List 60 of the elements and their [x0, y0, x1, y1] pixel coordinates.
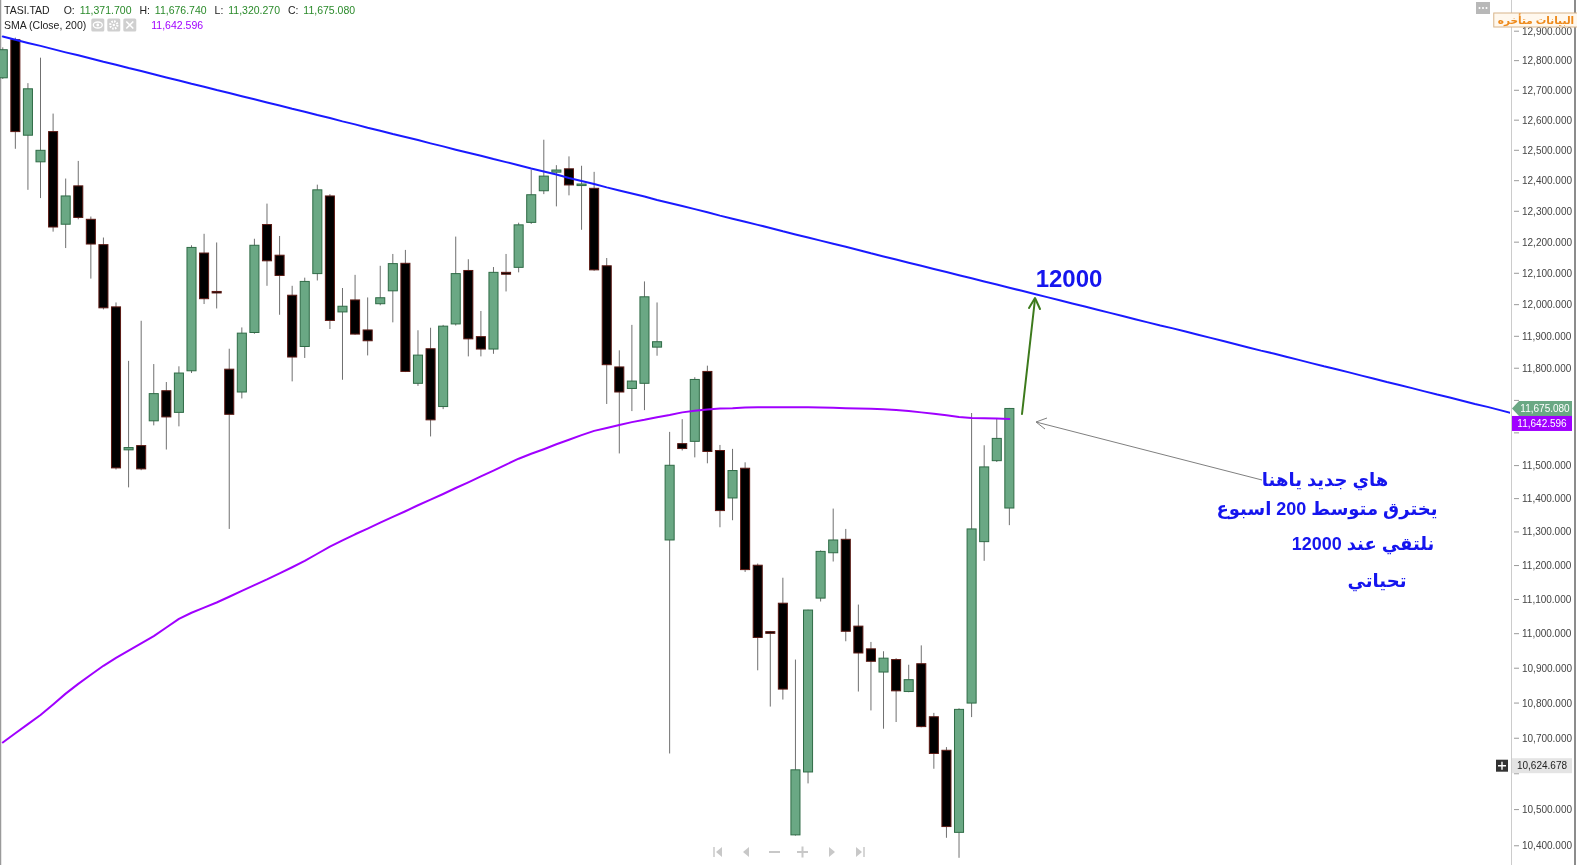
y-tick-label: 11,200.000	[1522, 560, 1572, 572]
candlestick	[136, 320, 147, 471]
y-tick-label: 11,800.000	[1522, 362, 1572, 374]
annotation: 10,624.678	[1516, 760, 1568, 772]
y-tick-label: 12,400.000	[1522, 175, 1573, 187]
chart-subtitle: O: 11,371.700 H: 11,676.740 L: 11,320.270 C: 11,675.080	[63, 4, 356, 16]
candlestick	[652, 301, 663, 357]
candlestick	[362, 296, 373, 356]
y-tick-label: 11,100.000	[1522, 593, 1572, 605]
y-tick-label: 11,000.000	[1522, 628, 1572, 640]
y-tick-label: 10,900.000	[1522, 662, 1573, 674]
candlestick	[475, 310, 486, 357]
y-tick-label: 12,800.000	[1522, 55, 1573, 67]
candlestick	[538, 139, 549, 195]
y-tick-label: 11,400.000	[1522, 493, 1572, 505]
y-tick-label: 11,300.000	[1522, 526, 1572, 538]
y-tick-label: 12,600.000	[1522, 114, 1573, 126]
candlestick	[828, 508, 839, 562]
annotation: 11,642.596	[151, 19, 204, 31]
candlestick	[576, 165, 587, 231]
y-tick-label: 12,000.000	[1522, 299, 1573, 311]
annotation: 11,642.596	[1517, 417, 1568, 429]
y-tick-label: 10,800.000	[1522, 697, 1573, 709]
annotation: يخترق متوسط 200 اسبوع	[1216, 499, 1438, 520]
candlestick	[865, 641, 876, 711]
y-tick-label: 12,700.000	[1522, 84, 1573, 96]
candlestick	[563, 155, 574, 196]
y-tick-label: 11,900.000	[1522, 330, 1572, 342]
y-tick-label: 12,500.000	[1522, 144, 1573, 156]
line-series	[1, 406, 1011, 744]
text: 11,675.080	[1520, 402, 1571, 414]
candlestick	[991, 418, 1002, 463]
candlestick	[274, 235, 285, 316]
annotation: نلتقي عند 12000	[1291, 534, 1435, 555]
y-tick-label: 12,100.000	[1522, 267, 1573, 279]
y-tick-label: 12,900.000	[1522, 25, 1573, 37]
candlestick	[211, 241, 222, 309]
y-tick-label: 10,400.000	[1522, 840, 1573, 852]
candlestick	[551, 164, 562, 207]
annotation: البيانات متأخره	[1497, 13, 1575, 27]
y-tick-label: 11,500.000	[1522, 460, 1572, 472]
candlestick	[878, 650, 889, 730]
y-tick-label: 10,700.000	[1522, 732, 1573, 744]
candlestick	[501, 253, 512, 292]
candlestick	[765, 630, 776, 708]
candlestick	[626, 324, 637, 412]
annotation: SMA (Close, 200)	[4, 19, 87, 31]
y-tick-label: 12,200.000	[1522, 236, 1573, 248]
y-tick-label: 12,300.000	[1522, 205, 1573, 217]
y-tick-label: 10,500.000	[1522, 804, 1573, 816]
candlestick	[35, 57, 46, 199]
candlestick	[375, 265, 386, 306]
chart-title: TASI.TAD	[4, 4, 51, 16]
candlestick	[677, 418, 688, 451]
annotation: تحياتي	[1347, 571, 1407, 592]
candlestick	[337, 287, 348, 381]
annotation: هاي جديد ياهنا	[1261, 470, 1389, 491]
annotation: 12000	[1035, 264, 1103, 292]
candlestick	[903, 664, 914, 693]
candlestick	[123, 360, 134, 488]
